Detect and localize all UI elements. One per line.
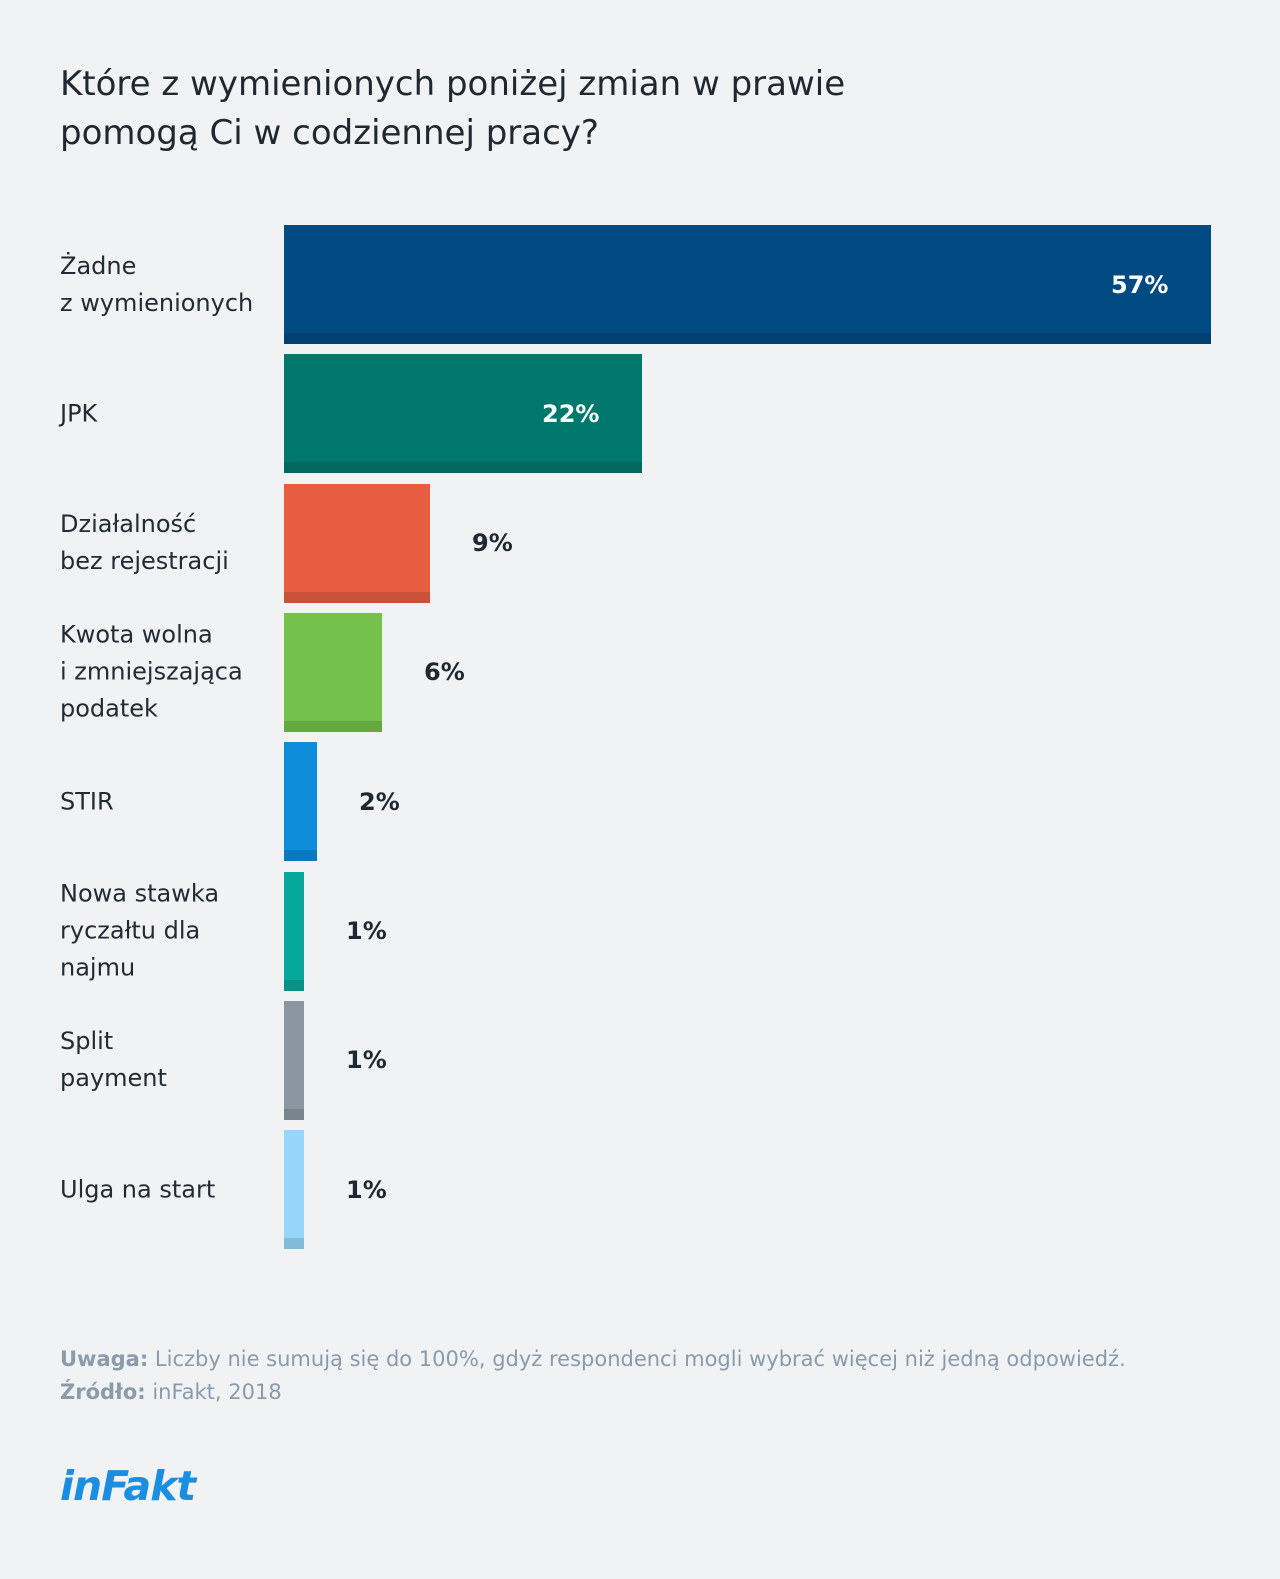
bar: [284, 354, 642, 474]
value-label: 6%: [424, 658, 465, 687]
value-label: 9%: [472, 529, 513, 558]
bar: [284, 742, 317, 862]
bar-shadow: [284, 333, 1211, 344]
category-label: STIR: [60, 787, 114, 816]
source-label: Źródło:: [60, 1380, 146, 1404]
category-label: Żadne z wymienionych: [60, 251, 254, 317]
bar-shadow: [284, 850, 317, 862]
value-label: 22%: [542, 399, 600, 428]
bar-shadow: [284, 720, 382, 732]
bar: [284, 1130, 304, 1250]
value-label: 57%: [1111, 270, 1169, 299]
category-label: Nowa stawka ryczałtu dla najmu: [60, 879, 220, 982]
note-line: Uwaga: Liczby nie sumują się do 100%, gd…: [60, 1343, 1240, 1376]
category-label: Split payment: [60, 1027, 167, 1093]
infakt-logo: inFakt: [60, 1462, 196, 1510]
source-line: Źródło: inFakt, 2018: [60, 1376, 1240, 1409]
note-label: Uwaga:: [60, 1347, 149, 1371]
bar-shadow: [284, 591, 430, 603]
value-label: 1%: [346, 1046, 387, 1075]
category-label: Kwota wolna i zmniejszająca podatek: [60, 620, 243, 723]
category-label: JPK: [60, 399, 98, 428]
bar: [284, 612, 382, 732]
value-label: 1%: [346, 917, 387, 945]
value-label: 1%: [346, 1175, 387, 1204]
category-label: Ulga na start: [60, 1175, 216, 1204]
bar: [284, 225, 1211, 344]
category-label: Działalność bez rejestracji: [60, 510, 229, 576]
value-label: 2%: [359, 787, 400, 816]
bar-shadow: [284, 1238, 304, 1250]
note-text: Liczby nie sumują się do 100%, gdyż resp…: [148, 1347, 1126, 1371]
chart-title: Które z wymienionych poniżej zmian w pra…: [60, 60, 960, 158]
bar: [284, 483, 430, 603]
title-line-1: Które z wymienionych poniżej zmian w pra…: [60, 64, 846, 104]
title-line-2: pomogą Ci w codziennej pracy?: [60, 113, 599, 153]
bar-shadow: [284, 979, 304, 991]
bar: [284, 871, 304, 991]
bar-shadow: [284, 1108, 304, 1120]
source-text: inFakt, 2018: [145, 1380, 282, 1404]
footnote: Uwaga: Liczby nie sumują się do 100%, gd…: [60, 1343, 1240, 1409]
bar-shadow: [284, 462, 642, 474]
bar: [284, 1000, 304, 1120]
